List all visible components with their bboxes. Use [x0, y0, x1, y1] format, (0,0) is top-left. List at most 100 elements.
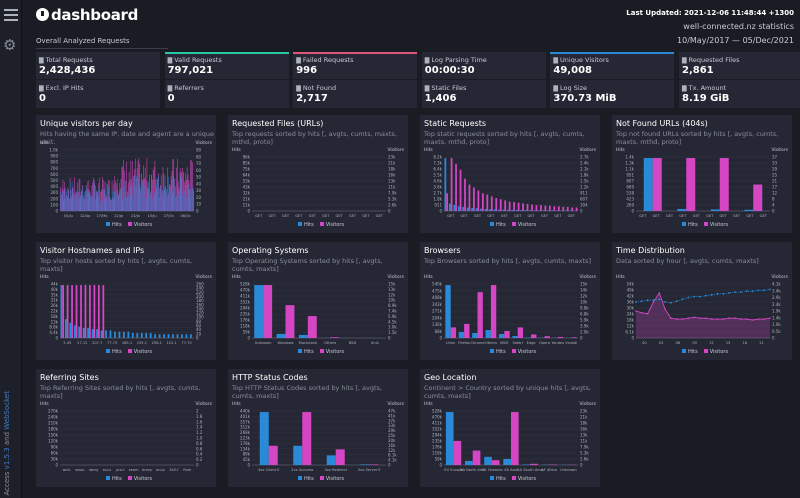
hits-bar — [114, 331, 116, 338]
y2-tick-label: 6.8k — [580, 312, 589, 317]
y2-tick-label: 7.9k — [388, 191, 397, 196]
visitors-bar — [181, 172, 183, 211]
hits-bar — [158, 334, 161, 338]
section-title: Overall Analyzed Requests — [36, 37, 130, 45]
visitors-legend-swatch — [511, 349, 516, 353]
y2-tick-label: 911 — [580, 191, 588, 196]
hits-point — [652, 299, 655, 302]
x-tick-label: GET — [487, 214, 495, 218]
x-tick-label: 3xx Redirect — [324, 468, 347, 472]
chart-legend: Hits Visitors — [484, 222, 536, 228]
y2-tick-label: 2.6k — [388, 203, 397, 208]
visitors-bar — [106, 196, 107, 211]
y-tick-label: 118k — [240, 324, 251, 329]
y2-axis-label: Visitors — [579, 401, 596, 407]
visitors-bar — [75, 285, 78, 338]
visitors-bar — [132, 161, 133, 211]
visitors-bar — [182, 168, 183, 211]
visitors-point — [658, 292, 661, 294]
card-accent-line — [164, 52, 289, 54]
x-tick-label: SA South Ame — [517, 468, 543, 472]
visitors-legend-label: Visitors — [325, 222, 345, 228]
y-tick-label: 408k — [432, 295, 443, 300]
visitors-bar — [167, 167, 168, 211]
panel-http-status-codes: HTTP Status Codes Top HTTP Status Codes s… — [228, 369, 408, 487]
y-tick-label: 1.8k — [433, 197, 442, 202]
x-tick-label: 155.1 — [137, 341, 147, 345]
last-updated: Last Updated: 2021-12-06 11:48:44 +1300 — [626, 9, 794, 17]
y2-tick-label: 1.5k — [388, 330, 397, 335]
hamburger-menu-icon[interactable] — [4, 9, 18, 24]
y2-tick-label: 2.0k — [580, 330, 589, 335]
x-tick-label: GET — [460, 214, 468, 218]
y-tick-label: 475k — [432, 288, 443, 293]
y2-tick-label: 80 — [196, 319, 202, 324]
y-tick-label: 53k — [243, 179, 251, 184]
hits-legend-swatch — [298, 349, 302, 353]
y-tick-label: 528k — [240, 282, 251, 287]
hits-bar — [105, 330, 107, 338]
hits-line — [635, 289, 771, 304]
hits-legend-swatch — [682, 349, 686, 353]
y2-tick-label: 0.5k — [772, 329, 781, 334]
y2-tick-label: 4.5k — [388, 319, 397, 324]
y2-tick-label: 0 — [196, 336, 199, 341]
visitors-bar — [450, 158, 453, 211]
hits-legend-swatch — [682, 222, 686, 226]
stat-label: Referrers — [168, 84, 286, 92]
visitors-bar — [66, 194, 67, 211]
visitors-legend-swatch — [127, 222, 132, 226]
hits-bar — [677, 208, 687, 211]
panel-geo-location: Geo Location Continent > Country sorted b… — [420, 369, 600, 487]
y-tick-label: 12k — [627, 324, 635, 329]
x-tick-label: 21 — [759, 341, 764, 345]
stat-label: Not Found — [296, 84, 414, 92]
hits-bar — [503, 458, 511, 465]
y2-tick-label: 11k — [388, 185, 396, 190]
visitors-point — [734, 317, 736, 319]
visitors-bar — [177, 181, 179, 211]
y2-tick-label: 37k — [388, 418, 396, 423]
hits-bar — [465, 460, 473, 465]
y2-tick-label: 14k — [580, 288, 588, 293]
stat-label: Log Size — [553, 84, 671, 92]
visitors-bar — [102, 285, 105, 338]
visitors-bar — [526, 203, 529, 211]
panel-subtitle: Top Operating Systems sorted by hits [, … — [232, 257, 383, 273]
visitors-bar — [128, 172, 130, 211]
hits-point — [675, 300, 678, 302]
hits-bar — [498, 334, 505, 338]
gear-icon[interactable]: ⚙ — [3, 36, 17, 54]
y2-tick-label: 0 — [388, 463, 391, 468]
y2-tick-label: 21k — [580, 415, 588, 420]
visitors-bar — [553, 206, 556, 211]
y-tick-label: 411k — [432, 421, 443, 426]
y-tick-label: 235k — [432, 439, 443, 444]
visitors-bar — [87, 188, 89, 211]
hits-bar — [744, 209, 754, 211]
visitors-bar — [477, 292, 483, 338]
y-tick-label: 269 — [626, 203, 634, 208]
visitors-bar — [531, 204, 533, 211]
visitors-bar — [513, 202, 516, 211]
chart-svg: Hits Visitors 44k40k35k31k26k22k18k13k8.8k… — [40, 274, 213, 345]
hits-bar — [512, 336, 518, 338]
visitors-point — [687, 317, 690, 319]
visitors-bar — [185, 173, 186, 211]
panel-title: Static Requests — [424, 119, 487, 128]
visitors-bar — [481, 193, 484, 211]
x-tick-label: 06 — [676, 341, 681, 345]
y2-tick-label: 25 — [772, 173, 778, 178]
hits-bar — [91, 329, 94, 338]
hits-bar — [502, 209, 505, 211]
visitors-bar — [66, 285, 69, 338]
y-tick-label: 8.8k — [49, 325, 58, 330]
visitors-legend-label: Visitors — [709, 222, 729, 228]
chart-legend: Hits Visitors — [484, 476, 536, 482]
y2-tick-label: 15k — [580, 282, 588, 287]
hits-bar — [154, 334, 157, 338]
